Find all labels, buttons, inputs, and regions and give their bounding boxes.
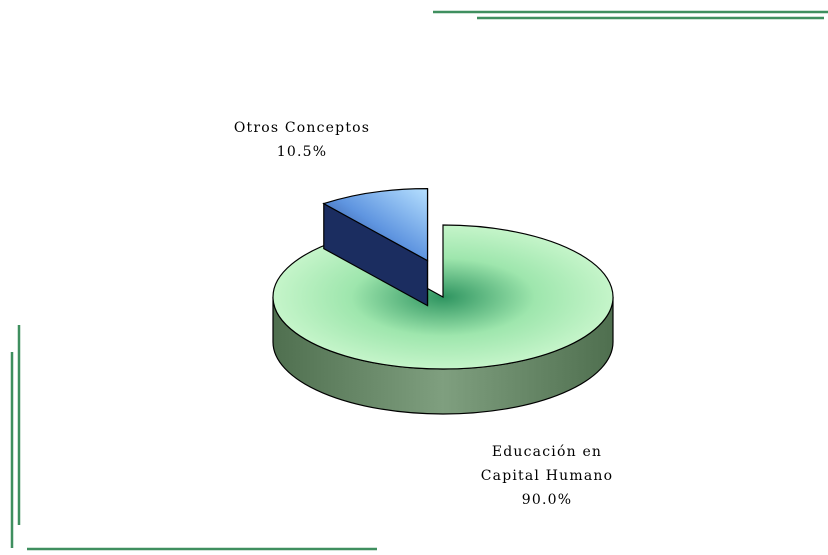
value-label: 90.0% xyxy=(521,492,573,508)
slice-label: Otros Conceptos 10.5% xyxy=(182,116,422,164)
category-label: Otros Conceptos xyxy=(233,120,371,136)
slice xyxy=(322,188,429,262)
decoration xyxy=(10,10,828,551)
slice-label: Educación en Capital Humano 90.0% xyxy=(472,440,622,512)
category-label: Educación en Capital Humano xyxy=(480,444,614,484)
value-label: 10.5% xyxy=(276,144,328,160)
